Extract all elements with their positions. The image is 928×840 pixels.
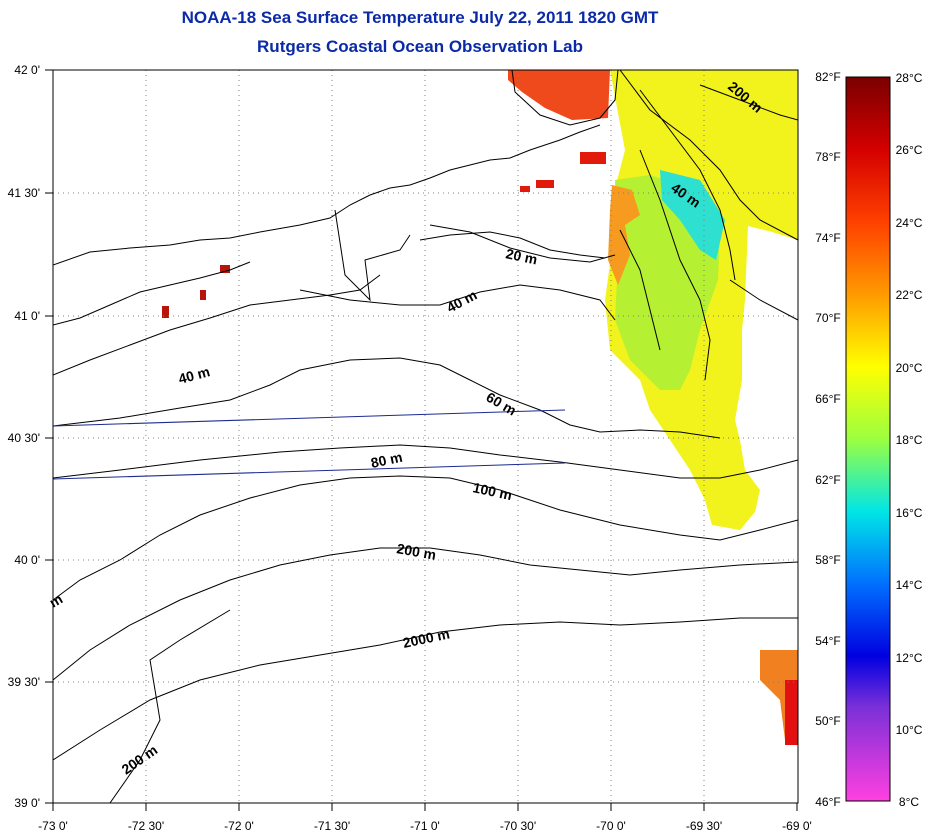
sst-patch-cape-cod-bay: [508, 70, 610, 120]
contour-20m: [429, 224, 616, 263]
f-label-66: 66°F: [815, 392, 840, 406]
c-label-26: 26°C: [896, 143, 923, 157]
gulf-contour-c: [699, 84, 798, 121]
f-label-82: 82°F: [815, 70, 840, 84]
lon-label-72: -72 0': [224, 819, 254, 833]
c-label-18: 18°C: [896, 433, 923, 447]
label-200m-mid: 200 m: [395, 540, 437, 563]
coastline-contours: [53, 70, 798, 803]
f-label-54: 54°F: [815, 634, 840, 648]
east-gulf-contour: [729, 279, 798, 321]
f-label-74: 74°F: [815, 231, 840, 245]
sst-data-layer: [162, 70, 798, 745]
long-island-south: [53, 261, 251, 326]
grid-lines: [53, 70, 798, 803]
label-20m: 20 m: [504, 245, 539, 267]
c-label-20: 20°C: [896, 361, 923, 375]
contour-200m-mid: [53, 547, 798, 681]
lon-label-69-30: -69 30': [686, 819, 722, 833]
lat-label-39-30: 39 30': [8, 675, 40, 689]
latitude-labels: 42 0' 41 30' 41 0' 40 30' 40 0' 39 30' 3…: [8, 63, 40, 810]
colorbar: [845, 76, 891, 802]
label-80m: 80 m: [369, 449, 404, 471]
contour-2000m: [53, 617, 798, 761]
lon-label-70-30: -70 30': [500, 819, 536, 833]
lat-label-39: 39 0': [14, 796, 40, 810]
contour-200m-sw: [109, 609, 231, 803]
gulf-contour-200m: [619, 70, 798, 241]
axis-ticks: [45, 69, 798, 811]
label-100m: 100 m: [471, 479, 513, 503]
c-label-12: 12°C: [896, 651, 923, 665]
f-label-62: 62°F: [815, 473, 840, 487]
lon-label-72-30: -72 30': [128, 819, 164, 833]
fahrenheit-scale: 82°F 78°F 74°F 70°F 66°F 62°F 58°F 54°F …: [815, 70, 840, 809]
label-2000m: 2000 m: [401, 625, 451, 651]
f-label-46: 46°F: [815, 795, 840, 809]
f-label-58: 58°F: [815, 553, 840, 567]
buzzards-bay: [334, 209, 411, 302]
label-40m-west: 40 m: [177, 363, 212, 387]
lat-label-40: 40 0': [14, 553, 40, 567]
lat-label-40-30: 40 30': [8, 431, 40, 445]
contour-80m: [53, 444, 798, 479]
c-label-24: 24°C: [896, 216, 923, 230]
label-200m-sw: 200 m: [119, 742, 161, 778]
celsius-scale: 28°C 26°C 24°C 22°C 20°C 18°C 16°C 14°C …: [896, 71, 923, 809]
f-label-70: 70°F: [815, 311, 840, 325]
c-label-16: 16°C: [896, 506, 923, 520]
contour-100m: [53, 475, 798, 601]
lon-label-70: -70 0': [596, 819, 626, 833]
lon-label-71-30: -71 30': [314, 819, 350, 833]
longitude-labels: -73 0' -72 30' -72 0' -71 30' -71 0' -70…: [38, 819, 812, 833]
sst-patch-orange-coast: [608, 185, 640, 285]
contour-60m: [53, 357, 721, 439]
map-title: NOAA-18 Sea Surface Temperature July 22,…: [181, 8, 659, 27]
c-label-28: 28°C: [896, 71, 923, 85]
gulf-contour-b: [639, 89, 736, 281]
sst-patch-cyan: [660, 170, 725, 260]
label-40m-north: 40 m: [444, 287, 480, 316]
f-label-50: 50°F: [815, 714, 840, 728]
shoal-contour-1: [639, 149, 711, 381]
lat-label-41-30: 41 30': [8, 186, 40, 200]
c-label-8: 8°C: [899, 795, 919, 809]
label-60m: 60 m: [484, 389, 520, 419]
f-label-78: 78°F: [815, 150, 840, 164]
map-subtitle: Rutgers Coastal Ocean Observation Lab: [257, 37, 583, 56]
lon-label-69: -69 0': [782, 819, 812, 833]
c-label-10: 10°C: [896, 723, 923, 737]
sst-patch-south-east-red: [785, 680, 798, 745]
block-island-contour: [53, 274, 381, 376]
transect-lines: [52, 409, 566, 480]
nantucket-sound: [419, 231, 606, 259]
c-label-14: 14°C: [896, 578, 923, 592]
shoal-contour-2: [619, 229, 661, 351]
long-island-coast: [53, 124, 601, 266]
lat-label-41: 41 0': [14, 309, 40, 323]
cape-cod: [511, 70, 619, 126]
contour-40m-north: [299, 284, 616, 321]
lon-label-71: -71 0': [410, 819, 440, 833]
lon-label-73: -73 0': [38, 819, 68, 833]
c-label-22: 22°C: [896, 288, 923, 302]
lat-label-42: 42 0': [14, 63, 40, 77]
